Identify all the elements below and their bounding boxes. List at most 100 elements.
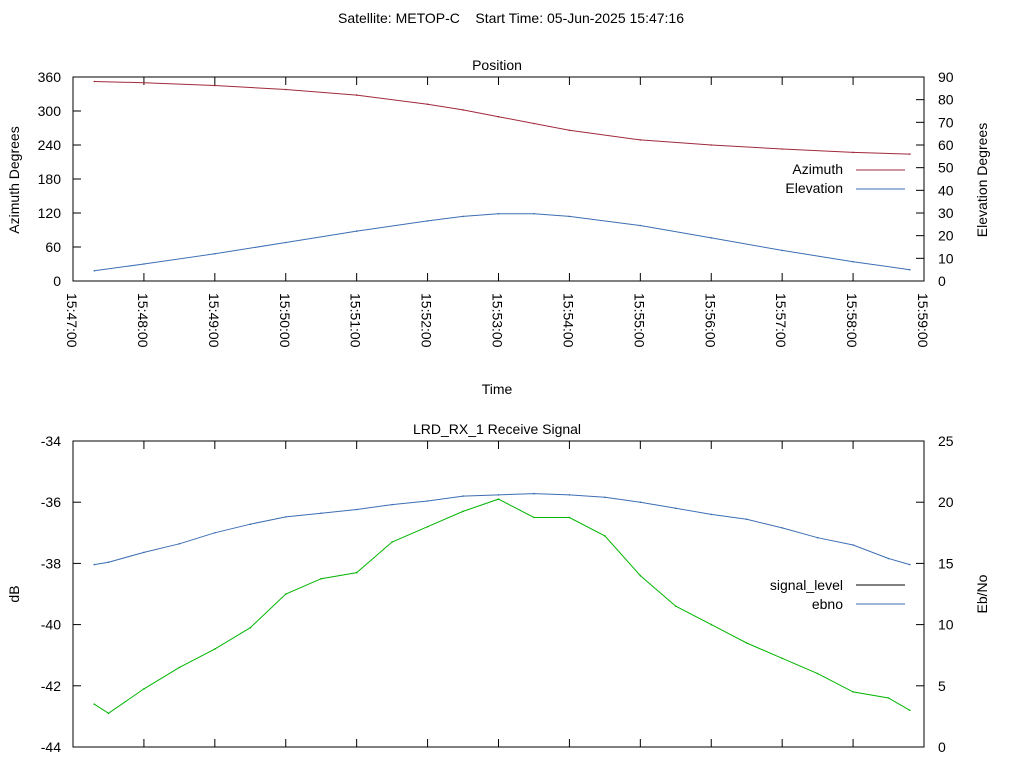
data-point-azimuth xyxy=(710,144,713,146)
y-tick-label-right: 80 xyxy=(938,92,954,108)
data-point-ebno xyxy=(781,527,783,529)
legend-label-azimuth: Azimuth xyxy=(792,161,843,177)
data-point-signal-level xyxy=(426,525,429,528)
data-point-ebno xyxy=(909,563,911,566)
y-tick-label-left: -44 xyxy=(41,739,61,755)
data-point-azimuth xyxy=(214,84,216,87)
y-tick-label-right: 10 xyxy=(938,617,954,633)
data-point-signal-level xyxy=(320,577,323,580)
x-tick-label: 15:47:00 xyxy=(64,293,80,348)
y-tick-label-right: 0 xyxy=(938,273,946,289)
data-point-ebno xyxy=(462,495,464,497)
y-tick-label-right: 90 xyxy=(938,69,954,85)
data-point-ebno xyxy=(604,496,606,499)
data-point-elevation xyxy=(497,212,500,215)
y-tick-label-left: 120 xyxy=(38,205,62,221)
series-line-signal-level xyxy=(94,498,911,714)
position-chart-title: Position xyxy=(472,57,522,73)
y-tick-label-left: 300 xyxy=(38,103,62,119)
data-point-ebno xyxy=(107,561,110,563)
y-tick-label-right: 60 xyxy=(938,137,954,153)
y-tick-label-right: 10 xyxy=(938,250,954,266)
x-tick-label: 15:55:00 xyxy=(631,293,647,348)
y-tick-label-right: 70 xyxy=(938,114,954,130)
data-point-elevation xyxy=(909,268,911,271)
data-point-elevation xyxy=(285,241,287,244)
y-tick-label-right: 20 xyxy=(938,228,954,244)
signal-plot-frame xyxy=(72,440,925,748)
data-point-ebno xyxy=(852,544,854,546)
data-point-ebno xyxy=(710,513,713,516)
y-tick-label-right: 30 xyxy=(938,205,954,221)
data-point-azimuth xyxy=(533,122,535,125)
y-tick-label-right: 50 xyxy=(938,160,954,176)
data-point-ebno xyxy=(497,494,500,496)
data-point-signal-level xyxy=(533,516,535,519)
data-point-elevation xyxy=(355,230,358,232)
data-point-azimuth xyxy=(781,148,783,150)
data-point-signal-level xyxy=(604,535,606,537)
time-axis-label: Time xyxy=(482,381,513,397)
data-point-elevation xyxy=(710,237,713,239)
time-tick-labels: 15:47:00 15:48:00 15:49:00 15:50:00 15:51:00… xyxy=(64,293,931,348)
data-point-azimuth xyxy=(93,80,96,83)
data-point-signal-level xyxy=(745,642,748,644)
data-point-azimuth xyxy=(568,129,571,132)
data-point-elevation xyxy=(781,249,783,252)
x-tick-label: 15:50:00 xyxy=(277,293,293,348)
data-point-signal-level xyxy=(391,541,393,543)
y-tick-label-left: -38 xyxy=(41,555,61,571)
x-tick-label: 15:49:00 xyxy=(206,293,222,348)
data-point-signal-level xyxy=(887,697,890,699)
data-point-ebno xyxy=(178,543,181,545)
x-tick-label: 15:57:00 xyxy=(773,293,789,348)
y-tick-label-right: 5 xyxy=(938,678,946,694)
data-point-elevation xyxy=(93,270,96,272)
data-point-ebno xyxy=(639,501,642,504)
data-point-azimuth xyxy=(426,103,429,105)
data-point-signal-level xyxy=(285,593,287,595)
x-tick-label: 15:51:00 xyxy=(348,293,364,348)
y-tick-label-left: 360 xyxy=(38,69,62,85)
page-title: Satellite: METOP-C Start Time: 05-Jun-20… xyxy=(338,10,684,26)
x-tick-label: 15:56:00 xyxy=(702,293,718,348)
data-point-ebno xyxy=(533,492,535,495)
data-point-signal-level xyxy=(93,703,96,705)
signal-series xyxy=(93,492,911,715)
data-point-ebno xyxy=(320,512,323,514)
data-point-signal-level xyxy=(675,605,677,607)
data-point-signal-level xyxy=(178,666,181,669)
legend-label-ebno: ebno xyxy=(812,596,843,612)
ebno-axis-label: Eb/No xyxy=(974,574,990,613)
data-point-azimuth xyxy=(497,115,500,118)
data-point-ebno xyxy=(249,523,252,525)
azimuth-tick-labels: 0 60 120 180 240 300 360 xyxy=(38,69,62,289)
signal-chart: LRD_RX_1 Receive Signal -44-42-40-38-36-… xyxy=(6,421,990,755)
data-point-ebno xyxy=(745,518,748,521)
series-line-ebno xyxy=(94,493,910,566)
y-tick-label-left: 60 xyxy=(45,239,61,255)
x-tick-label: 15:59:00 xyxy=(915,293,931,348)
data-point-ebno xyxy=(143,551,145,554)
data-point-elevation xyxy=(568,215,571,218)
y-tick-label-left: 240 xyxy=(38,137,62,153)
data-point-signal-level xyxy=(909,709,911,712)
signal-ticks xyxy=(72,440,925,748)
series-line-azimuth xyxy=(94,81,910,155)
y-tick-label-right: 0 xyxy=(938,739,946,755)
data-point-ebno xyxy=(355,508,358,511)
data-point-ebno xyxy=(93,563,96,566)
legend-label-signal-level: signal_level xyxy=(770,577,843,593)
azimuth-axis-label: Azimuth Degrees xyxy=(6,126,22,233)
data-point-ebno xyxy=(887,557,890,560)
y-tick-label-right: 15 xyxy=(938,555,954,571)
data-point-elevation xyxy=(852,260,854,263)
data-point-azimuth xyxy=(462,109,464,111)
data-point-signal-level xyxy=(816,672,819,675)
series-line-elevation xyxy=(94,213,910,272)
data-point-elevation xyxy=(533,212,535,215)
data-point-ebno xyxy=(816,536,819,539)
x-tick-label: 15:48:00 xyxy=(135,293,151,348)
data-point-ebno xyxy=(391,503,393,506)
